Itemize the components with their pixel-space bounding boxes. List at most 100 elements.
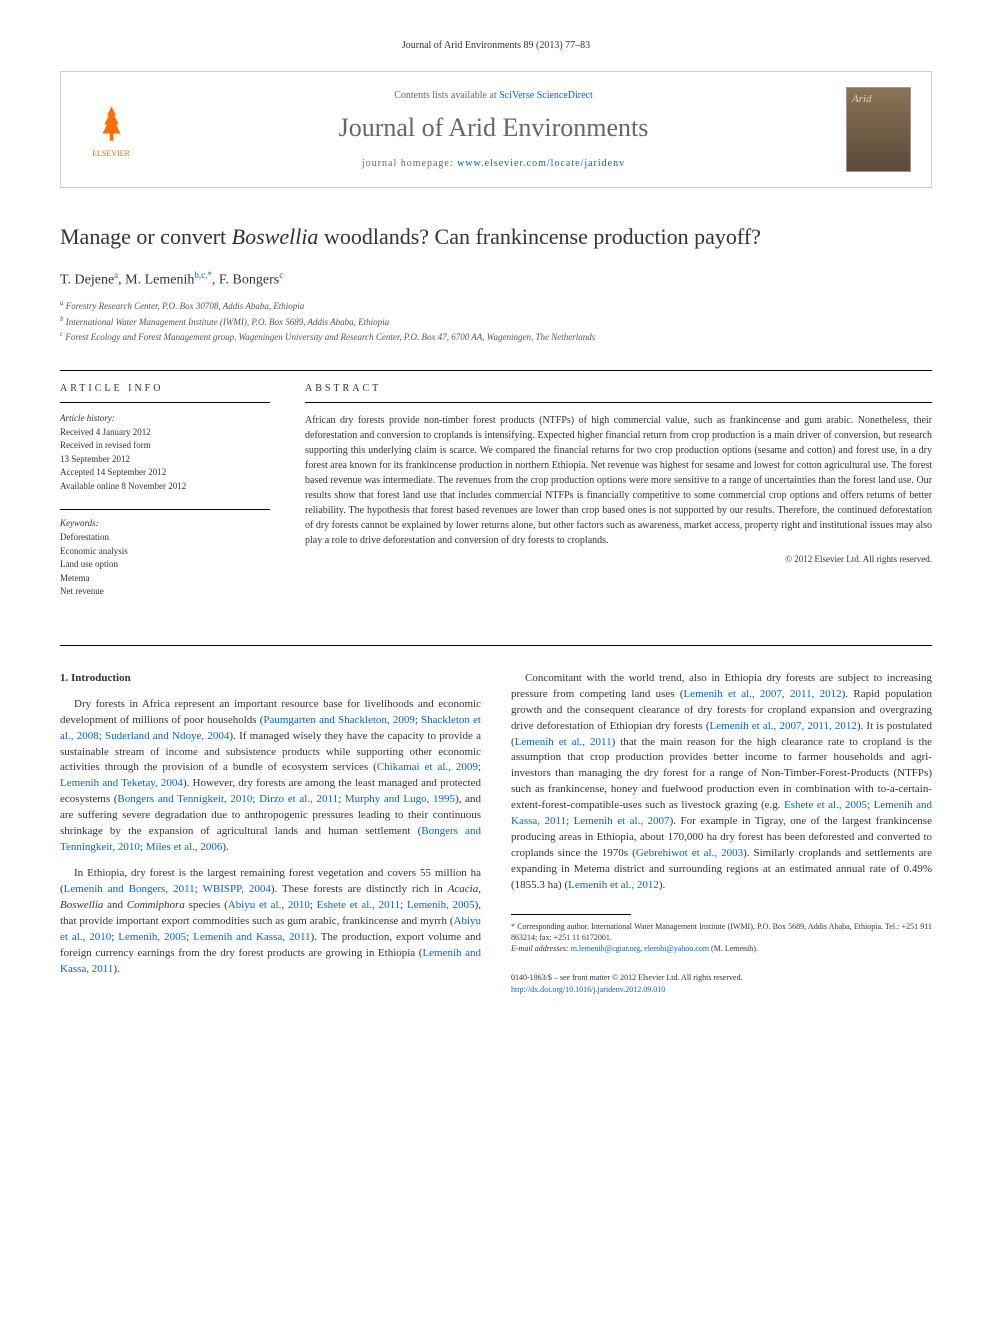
author2-sup: b,c,: [194, 270, 207, 280]
header-center: Contents lists available at SciVerse Sci…: [141, 90, 846, 169]
journal-homepage-line: journal homepage: www.elsevier.com/locat…: [141, 158, 846, 169]
ref-link[interactable]: Lemenih et al., 2011: [515, 736, 612, 748]
journal-header-box: ELSEVIER Contents lists available at Sci…: [60, 71, 932, 188]
email-suffix: (M. Lemenih).: [709, 944, 758, 953]
intro-p3: Concomitant with the world trend, also i…: [511, 671, 932, 894]
author3: , F. Bongers: [212, 272, 279, 287]
affiliation-b: b International Water Management Institu…: [60, 314, 932, 330]
ref-link[interactable]: Lemenih and Kassa, 2011: [193, 931, 310, 943]
abstract-heading: ABSTRACT: [305, 383, 932, 394]
divider-body: [60, 645, 932, 646]
ref-link[interactable]: Bongers and Tennigkeit, 2010: [117, 793, 252, 805]
affiliation-a: a Forestry Research Center, P.O. Box 307…: [60, 298, 932, 314]
p1e: ;: [478, 761, 481, 773]
keywords-block: Keywords: Deforestation Economic analysi…: [60, 509, 270, 599]
p2i2: Boswellia: [60, 899, 103, 911]
title-post: woodlands? Can frankincense production p…: [318, 224, 761, 249]
ref-link[interactable]: Eshete et al., 2011: [317, 899, 401, 911]
revised-date: Received in revised form 13 September 20…: [60, 439, 270, 466]
affiliation-c-text: Forest Ecology and Forest Management gro…: [65, 332, 595, 342]
ref-link[interactable]: WBISPP, 2004: [203, 883, 271, 895]
p3i: ).: [659, 879, 665, 891]
elsevier-logo: ELSEVIER: [81, 95, 141, 165]
author3-sup: c: [279, 270, 283, 280]
homepage-link[interactable]: www.elsevier.com/locate/jaridenv: [457, 158, 625, 169]
section-1-heading: 1. Introduction: [60, 671, 481, 687]
journal-name: Journal of Arid Environments: [141, 113, 846, 143]
contents-available-line: Contents lists available at SciVerse Sci…: [141, 90, 846, 101]
elsevier-label: ELSEVIER: [92, 149, 130, 158]
ref-link[interactable]: Paumgarten and Shackleton, 2009: [263, 714, 414, 726]
accepted-date: Accepted 14 September 2012: [60, 466, 270, 480]
title-italic: Boswellia: [232, 224, 319, 249]
info-divider: [60, 402, 270, 403]
info-abstract-row: ARTICLE INFO Article history: Received 4…: [60, 383, 932, 615]
corresponding-footnote: * Corresponding author. International Wa…: [511, 921, 932, 955]
title-pre: Manage or convert: [60, 224, 232, 249]
footnote-divider: [511, 914, 631, 915]
affiliations: a Forestry Research Center, P.O. Box 307…: [60, 298, 932, 345]
sciencedirect-link[interactable]: SciVerse ScienceDirect: [499, 90, 593, 101]
ref-link[interactable]: Lemenih, 2005: [118, 931, 186, 943]
ref-link[interactable]: Suderland and Ndoye, 2004: [105, 730, 229, 742]
p3f: ;: [566, 815, 574, 827]
affiliation-a-text: Forestry Research Center, P.O. Box 30708…: [66, 301, 305, 311]
ref-link[interactable]: Abiyu et al., 2010: [228, 899, 310, 911]
footer-meta: 0140-1963/$ – see front matter © 2012 El…: [511, 972, 932, 994]
p2h: ;: [400, 899, 407, 911]
p2i1: Acacia: [448, 883, 479, 895]
author2: , M. Lemenih: [118, 272, 194, 287]
ref-link[interactable]: Lemenih, 2005: [407, 899, 475, 911]
affiliation-c: c Forest Ecology and Forest Management g…: [60, 329, 932, 345]
ref-link[interactable]: Miles et al., 2006: [146, 841, 223, 853]
cover-label: Arid: [852, 93, 872, 105]
p2g: ;: [310, 899, 317, 911]
ref-link[interactable]: Dirzo et al., 2011: [259, 793, 338, 805]
p2e: and: [103, 899, 126, 911]
p1k: ).: [222, 841, 228, 853]
ref-link[interactable]: Lemenih et al., 2007, 2011, 2012: [684, 688, 842, 700]
p2b: ;: [195, 883, 203, 895]
ref-link[interactable]: Lemenih et al., 2007, 2011, 2012: [710, 720, 857, 732]
abstract-text: African dry forests provide non-timber f…: [305, 413, 932, 548]
authors-line: T. Dejenea, M. Lemenihb,c,*, F. Bongersc: [60, 270, 932, 289]
ref-link[interactable]: Lemenih et al., 2007: [574, 815, 670, 827]
p2f: species (: [185, 899, 228, 911]
affiliation-b-text: International Water Management Institute…: [66, 317, 389, 327]
homepage-prefix: journal homepage:: [362, 158, 457, 169]
doi-link[interactable]: http://dx.doi.org/10.1016/j.jaridenv.201…: [511, 985, 665, 994]
article-info-column: ARTICLE INFO Article history: Received 4…: [60, 383, 270, 615]
ref-link[interactable]: Murphy and Lugo, 1995: [345, 793, 455, 805]
header-citation: Journal of Arid Environments 89 (2013) 7…: [60, 40, 932, 51]
abstract-copyright: © 2012 Elsevier Ltd. All rights reserved…: [305, 554, 932, 564]
p2ce: ).: [113, 963, 119, 975]
intro-p1: Dry forests in Africa represent an impor…: [60, 697, 481, 856]
p1h: ;: [338, 793, 345, 805]
p2c: ). These forests are distinctly rich in: [271, 883, 448, 895]
abstract-divider: [305, 402, 932, 403]
divider-top: [60, 370, 932, 371]
email-link-2[interactable]: elerohi@yahoo.com: [644, 944, 709, 953]
elsevier-tree-icon: [89, 102, 134, 147]
online-date: Available online 8 November 2012: [60, 480, 270, 494]
issn-line: 0140-1963/$ – see front matter © 2012 El…: [511, 972, 932, 983]
p2i3: Commiphora: [127, 899, 185, 911]
email-label: E-mail addresses:: [511, 944, 571, 953]
intro-p2: In Ethiopia, dry forest is the largest r…: [60, 866, 481, 978]
email-link-1[interactable]: m.lemenih@cgiar.org: [571, 944, 640, 953]
ref-link[interactable]: Gebrehiwot et al., 2003: [636, 847, 743, 859]
history-block: Article history: Received 4 January 2012…: [60, 413, 270, 494]
ref-link[interactable]: Eshete et al., 2005: [784, 799, 867, 811]
ref-link[interactable]: Lemenih and Bongers, 2011: [64, 883, 195, 895]
author1: T. Dejene: [60, 272, 114, 287]
ref-link[interactable]: Lemenih and Teketay, 2004: [60, 777, 183, 789]
contents-prefix: Contents lists available at: [394, 90, 499, 101]
p2d: ,: [478, 883, 481, 895]
ref-link[interactable]: Chikamai et al., 2009: [377, 761, 478, 773]
article-title: Manage or convert Boswellia woodlands? C…: [60, 223, 932, 252]
footnote-text: Corresponding author. International Wate…: [511, 922, 932, 942]
ref-link[interactable]: Lemenih et al., 2012: [568, 879, 659, 891]
keywords-label: Keywords:: [60, 518, 270, 528]
keywords-list: Deforestation Economic analysis Land use…: [60, 531, 270, 599]
article-info-heading: ARTICLE INFO: [60, 383, 270, 394]
